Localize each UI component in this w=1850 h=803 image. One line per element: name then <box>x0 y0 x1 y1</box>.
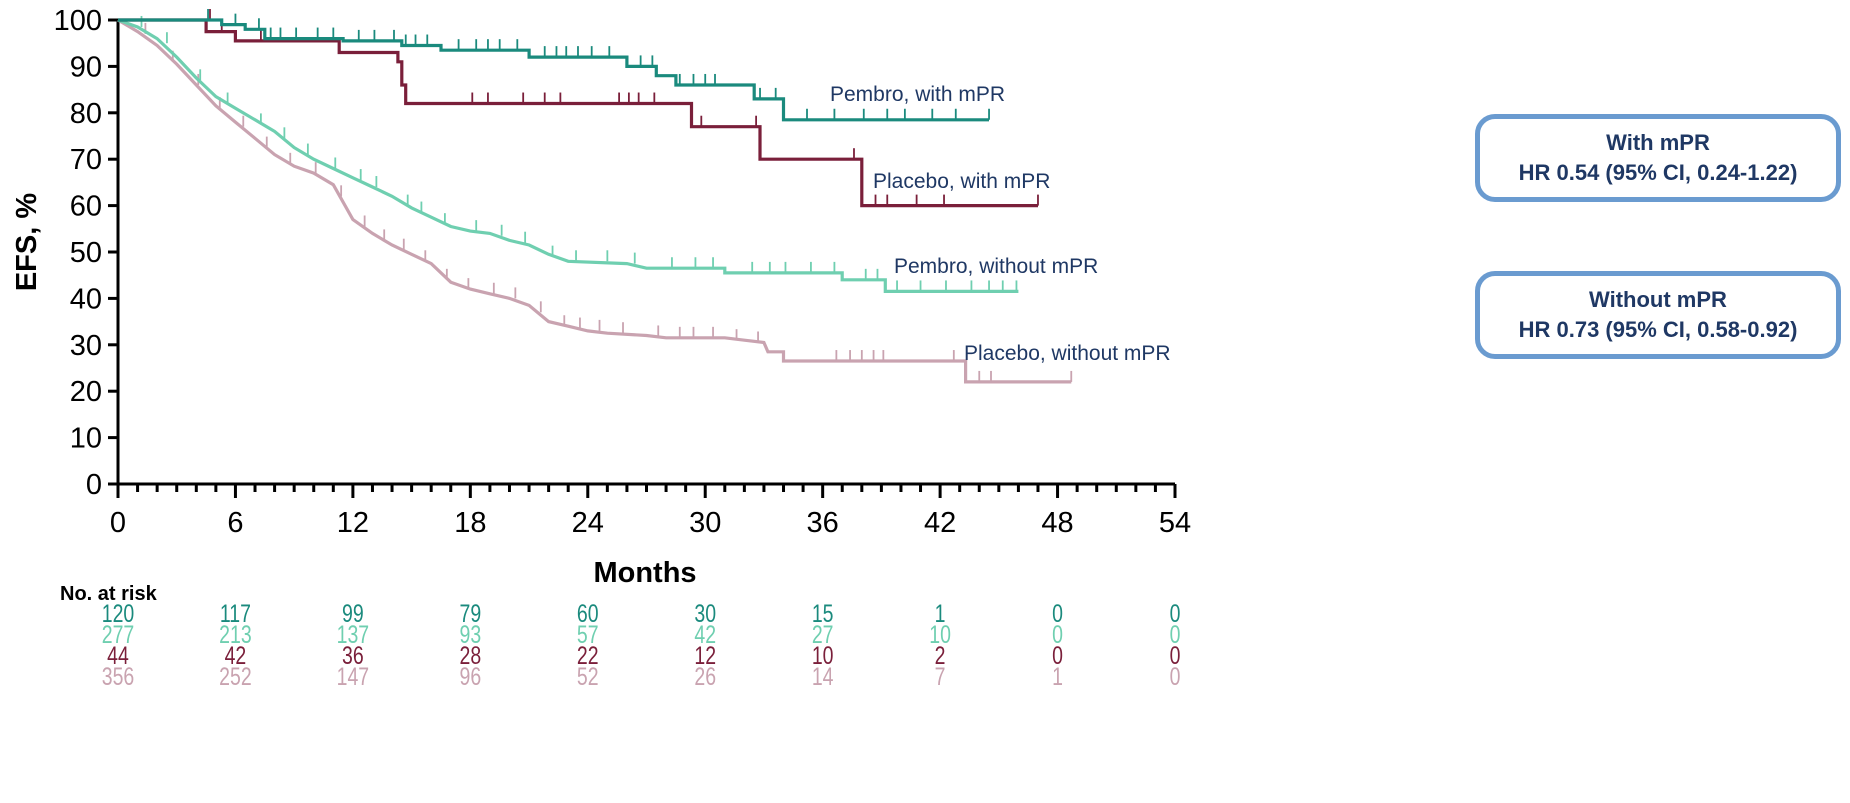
series-line <box>118 18 989 122</box>
risk-value: 14 <box>812 663 834 691</box>
x-axis-title: Months <box>593 557 696 589</box>
curves <box>117 9 1073 384</box>
x-tick-label: 24 <box>572 507 604 539</box>
risk-value: 28 <box>459 642 481 670</box>
risk-value: 27 <box>812 621 834 649</box>
risk-value: 117 <box>220 600 251 628</box>
curve-label: Pembro, without mPR <box>894 255 1098 278</box>
hr-box-with-mpr: With mPR HR 0.54 (95% CI, 0.24-1.22) <box>1475 114 1841 202</box>
series-line <box>117 18 1019 293</box>
y-tick-label: 50 <box>70 237 102 269</box>
curve-label: Placebo, without mPR <box>964 342 1171 365</box>
y-tick-label: 30 <box>70 330 102 362</box>
y-tick-label: 80 <box>70 98 102 130</box>
risk-value: 2 <box>935 642 946 670</box>
x-tick-label: 0 <box>110 507 126 539</box>
risk-value: 60 <box>577 600 599 628</box>
risk-value: 96 <box>459 663 481 691</box>
risk-value: 1 <box>1052 663 1063 691</box>
x-tick-label: 36 <box>807 507 839 539</box>
x-tick-label: 6 <box>227 507 243 539</box>
risk-value: 1 <box>935 600 946 628</box>
y-tick-label: 90 <box>70 51 102 83</box>
hr-box-title: With mPR <box>1606 130 1710 155</box>
curve-labels: Pembro, with mPR Placebo, with mPR Pembro,… <box>830 83 1171 365</box>
y-tick-label: 100 <box>54 5 102 37</box>
y-tick-label: 20 <box>70 376 102 408</box>
risk-value: 0 <box>1170 663 1181 691</box>
y-tick-label: 0 <box>86 469 102 501</box>
risk-value: 0 <box>1052 621 1063 649</box>
hr-box-title: Without mPR <box>1589 287 1727 312</box>
risk-value: 10 <box>812 642 834 670</box>
risk-value: 42 <box>694 621 716 649</box>
risk-value: 356 <box>102 663 135 691</box>
risk-value: 99 <box>342 600 364 628</box>
risk-value: 22 <box>577 642 599 670</box>
risk-value: 42 <box>225 642 247 670</box>
risk-value: 137 <box>337 621 370 649</box>
hr-box-text: HR 0.54 (95% CI, 0.24-1.22) <box>1518 160 1798 185</box>
risk-value: 12 <box>694 642 716 670</box>
risk-value: 93 <box>459 621 481 649</box>
risk-value: 147 <box>337 663 370 691</box>
risk-value: 15 <box>812 600 834 628</box>
y-tick-label: 60 <box>70 191 102 223</box>
x-tick-label: 18 <box>454 507 486 539</box>
risk-value: 0 <box>1052 600 1063 628</box>
risk-value: 44 <box>107 642 129 670</box>
y-axis-title: EFS, % <box>11 193 43 292</box>
x-tick-label: 12 <box>337 507 369 539</box>
risk-value: 57 <box>577 621 599 649</box>
curve-label: Placebo, with mPR <box>873 170 1050 193</box>
series-line <box>117 18 1072 384</box>
risk-value: 0 <box>1170 642 1181 670</box>
x-tick-label: 48 <box>1041 507 1073 539</box>
risk-value: 30 <box>694 600 716 628</box>
risk-value: 26 <box>694 663 716 691</box>
risk-value: 10 <box>929 621 951 649</box>
risk-value: 0 <box>1170 600 1181 628</box>
risk-value: 277 <box>102 621 135 649</box>
risk-value: 52 <box>577 663 599 691</box>
risk-value: 36 <box>342 642 364 670</box>
risk-value: 7 <box>935 663 946 691</box>
risk-value: 0 <box>1170 621 1181 649</box>
hr-box-text: HR 0.73 (95% CI, 0.58-0.92) <box>1518 317 1798 342</box>
risk-value: 79 <box>459 600 481 628</box>
risk-value: 252 <box>219 663 252 691</box>
x-tick-label: 42 <box>924 507 956 539</box>
risk-value: 0 <box>1052 642 1063 670</box>
series-line <box>118 18 1038 208</box>
curve-label: Pembro, with mPR <box>830 83 1005 106</box>
y-tick-label: 70 <box>70 144 102 176</box>
risk-value: 120 <box>102 600 135 628</box>
risk-value: 213 <box>219 621 252 649</box>
y-tick-label: 40 <box>70 283 102 315</box>
x-tick-label: 54 <box>1159 507 1191 539</box>
y-tick-label: 10 <box>70 423 102 455</box>
hr-box-without-mpr: Without mPR HR 0.73 (95% CI, 0.58-0.92) <box>1475 271 1841 359</box>
risk-table-title: No. at risk <box>60 583 158 605</box>
x-tick-label: 30 <box>689 507 721 539</box>
axes: 0 10 20 30 40 50 60 70 80 90 100 0 6 12 18 24 30 36 42 48 54 <box>54 5 1192 539</box>
